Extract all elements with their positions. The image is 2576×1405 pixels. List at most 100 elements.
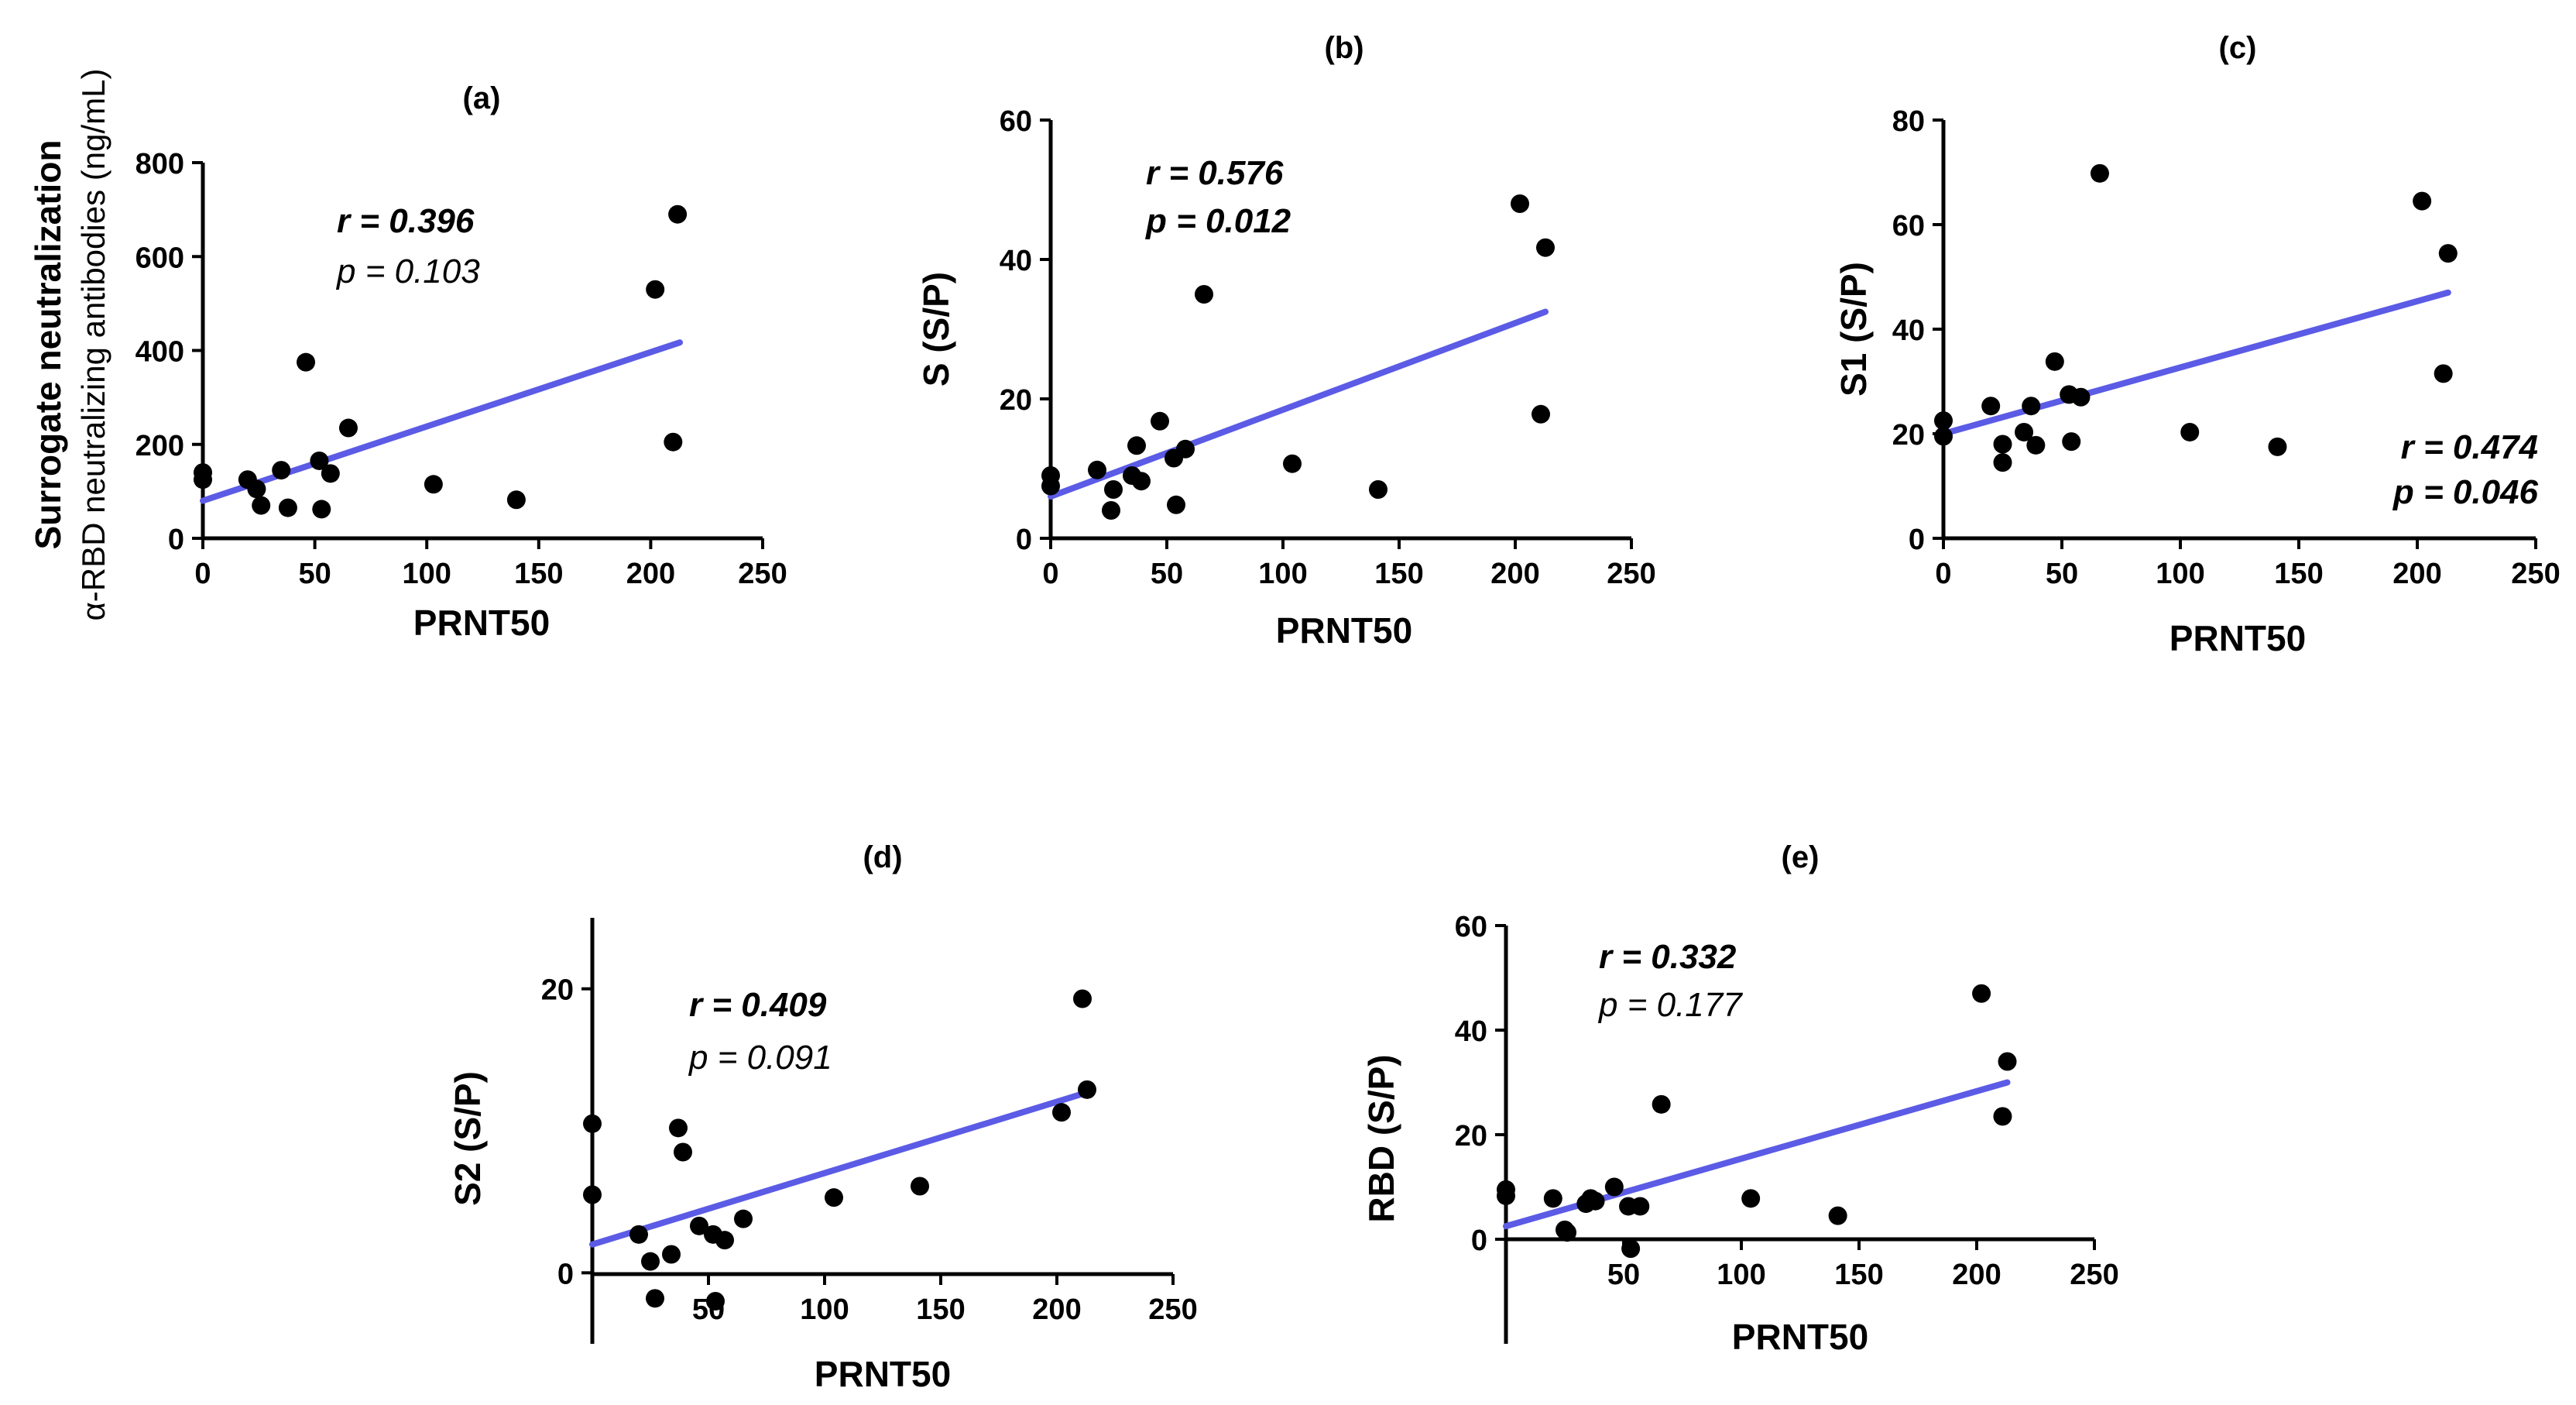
data-point xyxy=(1934,411,1953,431)
y-tick-label: 20 xyxy=(1455,1120,1487,1153)
panel-title: (a) xyxy=(463,81,501,115)
data-point xyxy=(312,500,331,519)
x-tick-label: 100 xyxy=(800,1293,849,1326)
data-point xyxy=(2434,364,2453,383)
data-point xyxy=(2268,437,2287,456)
stat-p: p = 0.046 xyxy=(2392,473,2539,511)
y-axis-label: Surrogate neutralization xyxy=(28,139,68,549)
data-point xyxy=(506,490,526,510)
data-point xyxy=(2071,387,2091,407)
data-point xyxy=(1993,453,2012,472)
data-point xyxy=(1558,1223,1577,1242)
regression-line xyxy=(589,1089,1090,1248)
data-point xyxy=(641,1252,660,1271)
data-point xyxy=(2062,432,2081,452)
data-point xyxy=(1536,238,1555,257)
y-tick-label: 400 xyxy=(135,336,184,369)
data-point xyxy=(646,1289,664,1308)
data-point xyxy=(1102,501,1120,520)
data-point xyxy=(1532,404,1550,424)
data-point xyxy=(1993,435,2012,454)
y-axis-sublabel: α-RBD neutralizing antibodies (ng/mL) xyxy=(75,69,111,621)
data-point xyxy=(1088,460,1106,479)
data-point xyxy=(424,475,443,494)
regression-line xyxy=(1048,308,1549,500)
y-tick-label: 20 xyxy=(1892,419,1925,452)
data-point xyxy=(706,1292,725,1311)
panel-b: (b) 0 50 100 150 200 250 0 20 40 60 PRNT50 S (S/P) r … xyxy=(916,31,1656,651)
y-tick-label: 60 xyxy=(1892,210,1925,242)
data-point xyxy=(1631,1197,1650,1216)
x-tick-label: 250 xyxy=(1607,558,1655,590)
data-point xyxy=(1543,1189,1562,1208)
data-point xyxy=(338,418,358,438)
y-tick-label: 20 xyxy=(1000,384,1032,417)
data-point xyxy=(1132,472,1151,491)
stat-r: r = 0.396 xyxy=(337,202,475,240)
x-tick-label: 0 xyxy=(194,558,211,590)
data-point xyxy=(1828,1206,1847,1225)
data-point xyxy=(1993,1107,2012,1126)
panel-a: (a) 0 50 100 150 200 250 0 200 400 600 800 PRNT50 Sur… xyxy=(28,69,787,643)
panel-title: (c) xyxy=(2219,31,2257,65)
y-tick-label: 80 xyxy=(1892,105,1925,138)
stat-r: r = 0.576 xyxy=(1146,154,1284,192)
x-tick-label: 100 xyxy=(1717,1259,1765,1291)
y-tick-label: 0 xyxy=(1471,1225,1487,1257)
x-tick-label: 50 xyxy=(2046,558,2078,590)
data-point xyxy=(629,1225,648,1244)
y-tick-label: 40 xyxy=(1000,245,1032,277)
data-point xyxy=(911,1177,929,1196)
data-point xyxy=(1127,436,1146,455)
x-tick-label: 100 xyxy=(1258,558,1307,590)
data-point xyxy=(310,451,329,470)
data-point xyxy=(690,1216,708,1235)
data-point xyxy=(2180,422,2200,441)
data-point xyxy=(1369,480,1387,499)
y-tick-label: 0 xyxy=(1016,524,1032,556)
data-point xyxy=(2045,352,2064,371)
x-tick-label: 100 xyxy=(402,558,451,590)
y-axis-label: RBD (S/P) xyxy=(1361,1054,1401,1222)
data-point xyxy=(1621,1239,1641,1259)
y-tick-label: 60 xyxy=(1000,105,1032,138)
y-tick-label: 600 xyxy=(135,242,184,274)
data-point xyxy=(297,352,316,372)
data-point xyxy=(1741,1189,1761,1208)
panel-title: (b) xyxy=(1324,31,1363,65)
data-point xyxy=(734,1209,753,1228)
x-axis-label: PRNT50 xyxy=(413,603,550,643)
x-axis-label: PRNT50 xyxy=(815,1354,951,1394)
data-point xyxy=(1078,1080,1096,1099)
data-point xyxy=(825,1188,843,1207)
stat-p: p = 0.091 xyxy=(688,1039,832,1077)
x-tick-label: 50 xyxy=(1151,558,1183,590)
y-axis-label: S1 (S/P) xyxy=(1833,262,1874,397)
data-point xyxy=(1151,411,1169,431)
y-tick-label: 0 xyxy=(168,524,184,556)
x-tick-label: 200 xyxy=(626,558,675,590)
y-tick-label: 0 xyxy=(1909,524,1925,556)
data-point xyxy=(278,498,297,517)
stat-r: r = 0.332 xyxy=(1599,938,1737,976)
data-point xyxy=(247,479,266,499)
y-tick-label: 40 xyxy=(1892,314,1925,347)
x-tick-label: 150 xyxy=(916,1293,965,1326)
stat-r: r = 0.474 xyxy=(2401,428,2538,466)
data-point xyxy=(321,464,340,483)
x-axis-label: PRNT50 xyxy=(1276,610,1412,651)
data-point xyxy=(2438,244,2458,263)
x-tick-label: 150 xyxy=(1834,1259,1883,1291)
data-point xyxy=(669,1118,688,1138)
data-point xyxy=(1497,1186,1515,1205)
x-tick-label: 200 xyxy=(1952,1259,2001,1291)
data-point xyxy=(1972,984,1991,1003)
x-tick-label: 50 xyxy=(298,558,331,590)
y-tick-label: 20 xyxy=(541,974,574,1007)
data-point xyxy=(1167,495,1185,514)
data-point xyxy=(1176,439,1195,459)
y-tick-label: 800 xyxy=(135,148,184,180)
stat-p: p = 0.177 xyxy=(1597,986,1743,1024)
